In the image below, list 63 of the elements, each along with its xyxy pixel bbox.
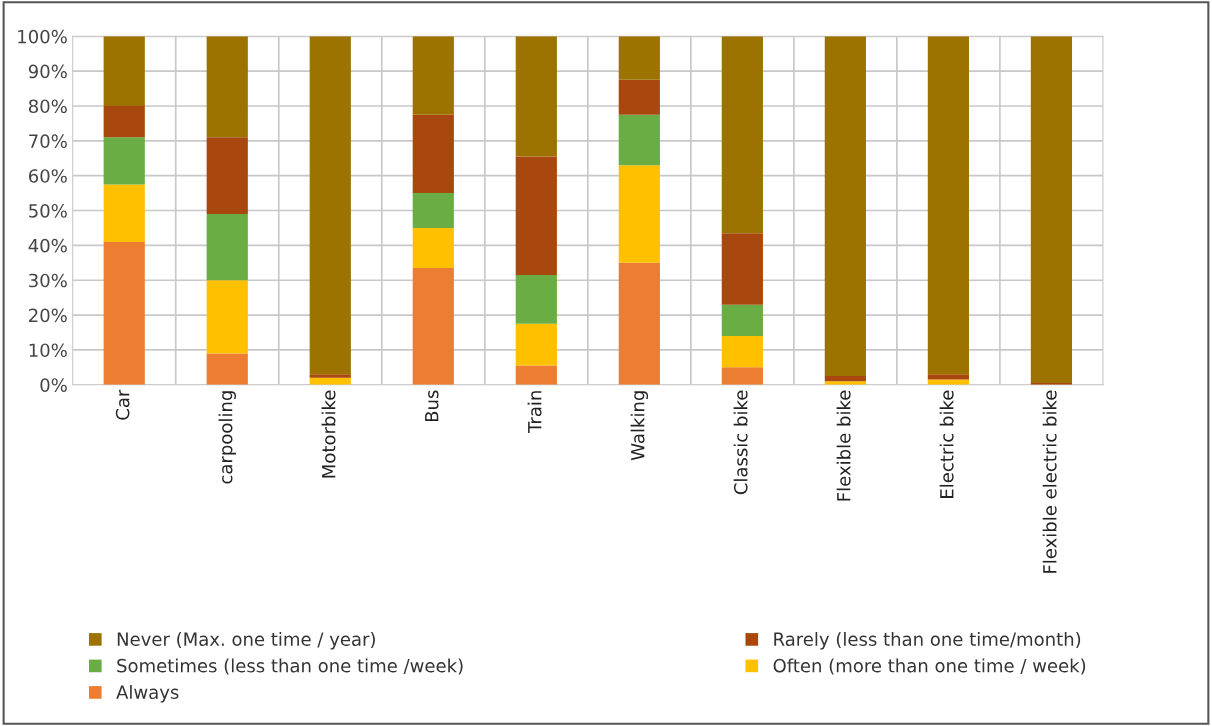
legend-label: Sometimes (less than one time /week): [117, 658, 463, 675]
bar: [515, 156, 557, 276]
bar: [1030, 36, 1073, 384]
bar: [515, 365, 557, 385]
bar: [206, 353, 248, 385]
y-tick-label: 30%: [29, 273, 67, 288]
y-tick-label: 60%: [28, 169, 67, 183]
y-tick-label: 70%: [29, 134, 67, 148]
legend-label: Never (Max. one time / year): [117, 632, 375, 650]
x-tick-label: Flexible electric bike: [1042, 390, 1057, 573]
bar: [721, 367, 763, 385]
bar: [618, 79, 660, 115]
x-tick-label: carpooling: [218, 391, 236, 484]
bar: [515, 275, 557, 324]
bar: [103, 241, 145, 385]
y-tick-label: 20%: [29, 308, 67, 323]
bar: [206, 214, 248, 281]
bar: [309, 36, 351, 375]
y-tick-label: 100%: [18, 29, 67, 44]
bar: [206, 137, 248, 215]
bar: [824, 36, 866, 377]
y-tick-label: 80%: [28, 99, 67, 114]
x-tick-label: Motorbike: [321, 390, 336, 478]
bar: [618, 114, 660, 166]
x-tick-label: Bus: [425, 390, 439, 422]
bar: [618, 36, 660, 80]
bar: [412, 36, 454, 115]
bar: [618, 165, 660, 263]
x-tick-label: Classic bike: [733, 390, 748, 495]
bar: [412, 227, 454, 269]
x-tick-label: Train: [527, 391, 542, 434]
bar: [412, 114, 454, 194]
bar: [103, 184, 145, 242]
legend-label: Always: [116, 685, 179, 703]
y-tick-label: 90%: [28, 64, 67, 79]
bar: [309, 374, 351, 378]
bar: [103, 106, 145, 138]
bar: [515, 323, 557, 366]
x-tick-label: Flexible bike: [836, 390, 851, 501]
bar: [721, 233, 763, 305]
bar: [206, 280, 248, 354]
y-tick-label: 40%: [28, 238, 67, 253]
bar: [103, 36, 145, 106]
bar: [515, 36, 557, 157]
bar: [103, 137, 145, 185]
bar: [721, 335, 763, 368]
legend-label: Often (more than one time / week): [773, 658, 1086, 675]
bar: [824, 376, 866, 382]
bar: [721, 36, 763, 234]
bar: [927, 36, 969, 375]
bar: [721, 304, 763, 336]
bar: [412, 193, 454, 228]
y-tick-label: 10%: [29, 343, 67, 358]
x-tick-label: Car: [115, 389, 130, 420]
y-tick-label: 50%: [29, 204, 67, 218]
y-tick-label: 0%: [40, 378, 67, 392]
x-tick-label: Walking: [630, 391, 649, 461]
bar: [412, 268, 454, 385]
bar: [927, 374, 969, 380]
legend-label: Rarely (less than one time/month): [774, 632, 1081, 650]
bar: [618, 262, 660, 385]
x-tick-label: Electric bike: [939, 390, 954, 498]
bar: [206, 36, 248, 138]
